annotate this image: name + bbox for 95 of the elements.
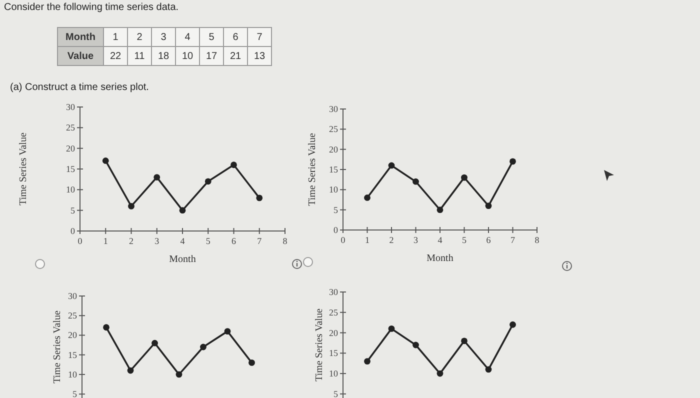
point	[485, 202, 492, 209]
y-tick-label: 20	[68, 330, 78, 340]
x-axis-title: Month	[58, 28, 104, 46]
y-tick-label: 10	[68, 369, 78, 380]
x-tick-label: 4	[176, 28, 200, 46]
data-label: 13	[248, 46, 272, 66]
data-label: 17	[200, 46, 224, 66]
x-tick-label: 5	[462, 235, 467, 245]
point	[127, 367, 134, 374]
x-tick-label: 4	[438, 235, 443, 245]
y-tick-label: 20	[329, 144, 338, 154]
y-tick-label: 5	[334, 388, 338, 398]
x-tick-label: 8	[282, 236, 288, 246]
point	[102, 158, 109, 164]
y-axis-title: Time Series Value	[18, 132, 29, 206]
y-tick-label: 30	[66, 102, 76, 112]
x-tick-label: 3	[414, 235, 418, 245]
point	[510, 158, 516, 165]
x-tick-label: 7	[510, 235, 516, 245]
point	[204, 178, 212, 185]
y-tick-label: 20	[329, 328, 338, 338]
y-tick-label: 25	[329, 307, 338, 318]
y-tick-label: 15	[329, 164, 338, 174]
y-tick-label: 0	[70, 226, 76, 236]
point	[412, 178, 419, 185]
x-tick-label: 6	[224, 28, 248, 46]
x-tick-label: 3	[154, 236, 160, 246]
x-tick-label: 6	[232, 236, 236, 246]
x-axis-title: Month	[169, 254, 196, 265]
point	[485, 366, 492, 373]
y-tick-label: 10	[66, 184, 76, 195]
y-tick-label: 15	[68, 350, 78, 360]
point	[364, 194, 370, 201]
y-tick-label: 5	[72, 389, 78, 398]
x-tick-label: 0	[340, 235, 346, 245]
x-tick-label: 1	[103, 236, 108, 246]
point	[224, 328, 231, 335]
point	[152, 340, 158, 346]
y-tick-label: 20	[66, 143, 76, 154]
data-label: 21	[224, 46, 248, 66]
y-axis-title: Time Series Value	[307, 132, 318, 206]
point	[256, 194, 263, 202]
point	[103, 324, 110, 331]
point	[248, 359, 255, 366]
x-tick-label: 3	[152, 28, 176, 46]
data-label: 11	[128, 46, 152, 66]
y-tick-label: 5	[334, 204, 338, 215]
point	[364, 358, 370, 365]
x-tick-label: 7	[257, 236, 262, 246]
point	[128, 203, 134, 210]
point	[388, 325, 395, 332]
chart-title: Consider the following time series data.	[4, 2, 179, 13]
point	[461, 174, 468, 181]
x-tick-label: 4	[180, 236, 186, 246]
x-tick-label: 2	[129, 236, 134, 246]
y-tick-label: 25	[66, 122, 76, 133]
point	[388, 162, 395, 169]
y-tick-label: 25	[329, 124, 338, 134]
point	[436, 370, 444, 377]
x-tick-label: 1	[104, 28, 128, 46]
y-tick-label: 30	[329, 104, 338, 114]
data-label: 22	[104, 46, 128, 66]
text: (a) Construct a time series plot.	[10, 82, 149, 93]
y-tick-label: 25	[68, 310, 78, 321]
point	[461, 338, 468, 344]
y-tick-label: 15	[329, 348, 338, 358]
point	[230, 162, 237, 168]
y-axis-title: Time Series Value	[52, 310, 63, 384]
x-tick-label: 8	[534, 235, 540, 245]
y-tick-label: 0	[334, 225, 338, 235]
x-tick-label: 7	[248, 28, 272, 46]
y-tick-label: 10	[329, 184, 338, 195]
y-tick-label: 30	[68, 291, 78, 301]
data-label: 18	[152, 46, 176, 66]
x-tick-label: 2	[389, 235, 394, 245]
x-tick-label: 5	[200, 28, 224, 46]
x-tick-label: 1	[365, 235, 370, 245]
point	[412, 342, 419, 348]
data-label: 10	[176, 46, 200, 66]
x-tick-label: 5	[206, 236, 211, 246]
point	[436, 206, 444, 214]
x-axis-title: Month	[426, 253, 454, 264]
x-tick-label: 2	[128, 28, 152, 46]
x-tick-label: 6	[486, 235, 492, 245]
y-tick-label: 5	[70, 205, 76, 216]
point	[179, 207, 186, 214]
point	[510, 321, 516, 328]
y-tick-label: 10	[329, 368, 338, 379]
y-axis-title: Time Series Value	[314, 308, 325, 382]
point	[154, 174, 160, 180]
y-tick-label: Value	[58, 46, 104, 66]
y-tick-label: 30	[329, 287, 338, 297]
point	[200, 344, 206, 350]
point	[176, 371, 182, 378]
y-tick-label: 15	[66, 164, 76, 174]
